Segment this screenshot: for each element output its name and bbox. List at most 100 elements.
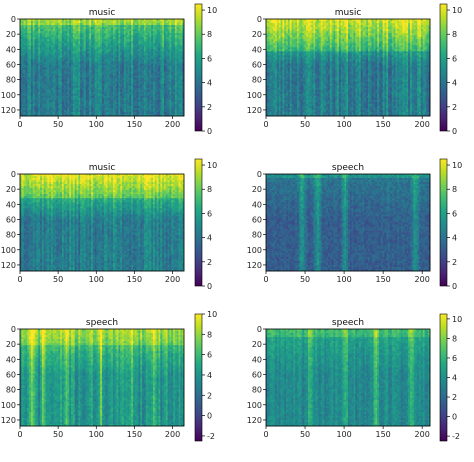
- x-tick-label: 0: [263, 275, 268, 284]
- y-tick-label: 100: [1, 246, 16, 255]
- colorbar-tick-label: 4: [452, 79, 457, 88]
- colorbar-tick-label: 8: [452, 334, 457, 343]
- y-tick-label: 0: [257, 170, 262, 179]
- colorbar-tick-label: 2: [452, 258, 457, 267]
- x-tick-label: 50: [53, 120, 63, 129]
- y-tick-label: 80: [252, 231, 262, 240]
- y-tick-label: 100: [247, 91, 262, 100]
- colorbar-tick-label: 10: [452, 161, 462, 170]
- chart-title: music: [335, 8, 362, 18]
- colorbar-tick-label: 10: [452, 6, 462, 15]
- y-tick-label: 20: [6, 185, 16, 194]
- colorbar-tick-label: 6: [207, 209, 212, 218]
- y-tick-label: 60: [6, 370, 16, 379]
- colorbar: [440, 314, 447, 441]
- x-tick-label: 100: [89, 430, 104, 439]
- colorbar-tick-label: 10: [207, 6, 217, 15]
- x-tick-label: 100: [89, 275, 104, 284]
- colorbar-tick-label: 8: [452, 30, 457, 39]
- y-tick-label: 120: [247, 261, 262, 270]
- colorbar-tick-label: 10: [452, 315, 462, 324]
- y-tick-label: 0: [11, 170, 16, 179]
- colorbar: [195, 159, 202, 286]
- x-tick-label: 100: [336, 120, 351, 129]
- y-tick-label: 20: [252, 340, 262, 349]
- y-tick-label: 40: [6, 45, 16, 54]
- colorbar-tick-label: 2: [207, 258, 212, 267]
- x-tick-label: 0: [17, 430, 22, 439]
- y-tick-label: 0: [257, 325, 262, 334]
- heatmap-image: [266, 174, 430, 271]
- x-tick-label: 100: [336, 430, 351, 439]
- x-tick-label: 200: [165, 430, 180, 439]
- colorbar-tick-label: 8: [207, 330, 212, 339]
- y-tick-label: 60: [252, 215, 262, 224]
- colorbar-tick-label: 2: [452, 393, 457, 402]
- y-tick-label: 80: [252, 76, 262, 85]
- colorbar-tick-label: 6: [452, 54, 457, 63]
- colorbar-tick-label: -2: [452, 432, 460, 441]
- colorbar-tick-label: 2: [207, 391, 212, 400]
- colorbar-tick-label: 8: [207, 30, 212, 39]
- heatmap-image: [20, 174, 184, 271]
- y-tick-label: 80: [6, 76, 16, 85]
- y-tick-label: 120: [1, 106, 16, 115]
- y-tick-label: 0: [257, 15, 262, 24]
- colorbar-tick-label: 0: [452, 127, 457, 136]
- x-tick-label: 200: [415, 430, 430, 439]
- colorbar-tick-label: 8: [452, 185, 457, 194]
- y-tick-label: 120: [247, 416, 262, 425]
- colorbar-tick-label: 2: [452, 103, 457, 112]
- colorbar-tick-label: 0: [207, 127, 212, 136]
- y-tick-label: 60: [6, 60, 16, 69]
- chart-title: speech: [332, 163, 364, 173]
- colorbar: [195, 314, 202, 441]
- colorbar-tick-label: 4: [452, 374, 457, 383]
- colorbar-tick-label: 4: [207, 79, 212, 88]
- y-tick-label: 100: [1, 91, 16, 100]
- y-tick-label: 60: [6, 215, 16, 224]
- x-tick-label: 50: [53, 430, 63, 439]
- y-tick-label: 60: [252, 60, 262, 69]
- x-tick-label: 0: [17, 275, 22, 284]
- heatmap-image: [20, 19, 184, 116]
- chart-title: speech: [332, 318, 364, 328]
- colorbar-tick-label: 4: [207, 371, 212, 380]
- colorbar-tick-label: 6: [207, 54, 212, 63]
- colorbar-tick-label: 6: [452, 354, 457, 363]
- colorbar-tick-label: 0: [452, 282, 457, 291]
- x-tick-label: 150: [127, 430, 142, 439]
- colorbar-tick-label: 0: [207, 412, 212, 421]
- x-tick-label: 200: [165, 120, 180, 129]
- x-tick-label: 50: [300, 430, 310, 439]
- colorbar-tick-label: 8: [207, 185, 212, 194]
- y-tick-label: 0: [11, 15, 16, 24]
- colorbar-tick-label: 4: [452, 234, 457, 243]
- y-tick-label: 120: [1, 416, 16, 425]
- y-tick-label: 40: [252, 45, 262, 54]
- colorbar-tick-label: 0: [452, 413, 457, 422]
- x-tick-label: 150: [376, 275, 391, 284]
- colorbar: [440, 4, 447, 131]
- chart-title: speech: [86, 318, 118, 328]
- y-tick-label: 40: [6, 355, 16, 364]
- colorbar-tick-label: 10: [207, 161, 217, 170]
- x-tick-label: 150: [376, 430, 391, 439]
- x-tick-label: 50: [300, 120, 310, 129]
- x-tick-label: 50: [300, 275, 310, 284]
- colorbar: [440, 159, 447, 286]
- y-tick-label: 120: [247, 106, 262, 115]
- x-tick-label: 0: [17, 120, 22, 129]
- heatmap-image: [266, 19, 430, 116]
- x-tick-label: 0: [263, 430, 268, 439]
- x-tick-label: 150: [127, 275, 142, 284]
- x-tick-label: 50: [53, 275, 63, 284]
- y-tick-label: 0: [11, 325, 16, 334]
- y-tick-label: 60: [252, 370, 262, 379]
- chart-title: music: [89, 163, 116, 173]
- colorbar-tick-label: 2: [207, 103, 212, 112]
- y-tick-label: 20: [6, 30, 16, 39]
